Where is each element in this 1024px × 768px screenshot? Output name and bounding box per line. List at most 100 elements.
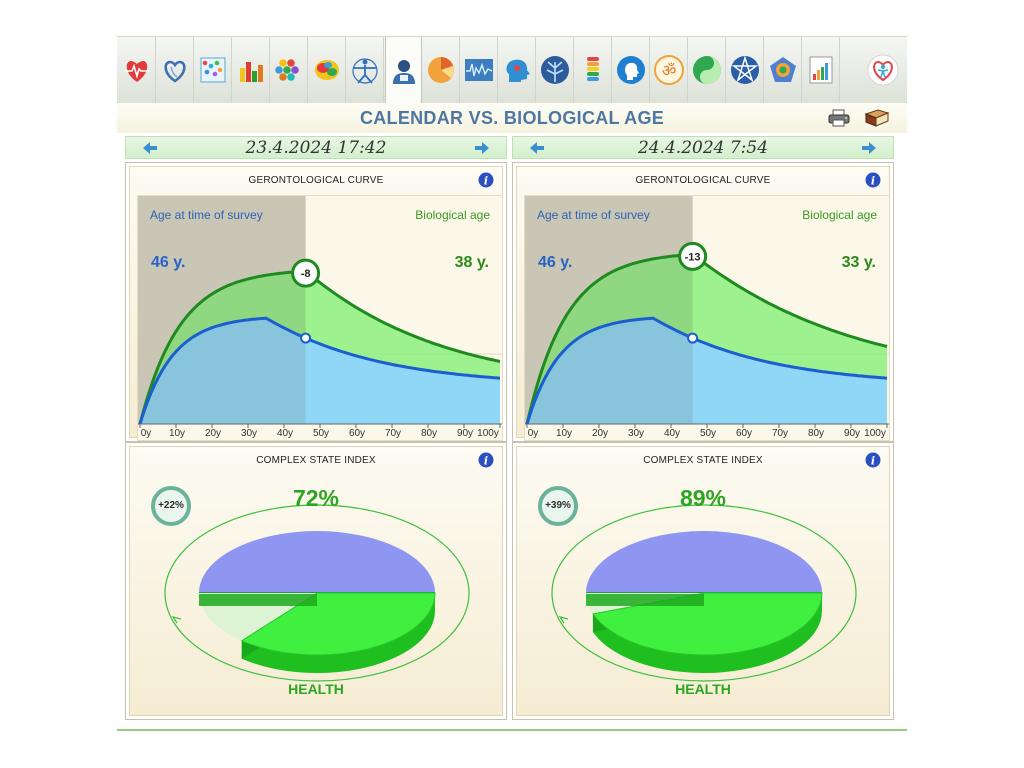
- module-tab-bar-columns[interactable]: [233, 37, 270, 103]
- module-toolbar: ॐ: [117, 36, 907, 104]
- x-tick-label: 0y: [528, 428, 539, 439]
- arrow-left-icon[interactable]: [142, 141, 158, 155]
- left-date: 23.4.2024 17:42: [245, 138, 387, 158]
- module-tab-vitruvian-man[interactable]: [347, 37, 384, 103]
- info-icon[interactable]: i: [478, 452, 494, 468]
- module-tab-brain-map[interactable]: [309, 37, 346, 103]
- index-delta-badge: +22%: [150, 485, 192, 527]
- pie-slice-health: [592, 592, 823, 656]
- pie-slice-back: [586, 531, 822, 593]
- pie-slice-health-depth: [241, 593, 435, 673]
- module-tab-hexagons[interactable]: [271, 37, 308, 103]
- age-delta-bubble: [678, 241, 708, 271]
- health-label: HEALTH: [288, 681, 344, 697]
- info-icon[interactable]: i: [865, 172, 881, 188]
- module-tab-heart-ecg[interactable]: [119, 37, 156, 103]
- x-tick-label: 90y: [844, 428, 860, 439]
- arrow-right-icon[interactable]: [474, 141, 490, 155]
- info-icon[interactable]: i: [478, 172, 494, 188]
- pie-band: [586, 594, 704, 606]
- gerontological-chart-svg: 0y 10y 20y 30y 40y 50y 60y 70y 80y 90y 100y -8: [138, 196, 502, 439]
- gerontological-curve-panel-left: GERONTOLOGICAL CURVE i 0y 10y 20y 30y 40y 50y…: [125, 162, 507, 442]
- heart-outline-icon: [164, 60, 186, 83]
- x-tick-label: 80y: [421, 428, 437, 439]
- module-tab-pentagram[interactable]: [727, 37, 764, 103]
- module-tab-head-profile[interactable]: [499, 37, 536, 103]
- module-tab-face-profile[interactable]: [613, 37, 650, 103]
- x-tick-label: 50y: [313, 428, 329, 439]
- survey-overlay: [525, 196, 693, 424]
- outer-ring: [164, 504, 470, 682]
- neural-tree-icon: [541, 56, 569, 84]
- app-window: ॐ CALENDAR VS. BIOLOGICAL AGE: [117, 36, 907, 732]
- x-tick-label: 10y: [169, 428, 185, 439]
- x-tick-label: 60y: [736, 428, 752, 439]
- module-tab-cells-grid[interactable]: [195, 37, 232, 103]
- left-date-bar: 23.4.2024 17:42: [125, 136, 507, 159]
- module-tab-pentagon-chakra[interactable]: [765, 37, 802, 103]
- info-icon[interactable]: i: [865, 452, 881, 468]
- complex-index-pie-svg: [164, 504, 470, 682]
- svg-text:i: i: [484, 175, 488, 188]
- x-tick-label: 20y: [205, 428, 221, 439]
- ring-arrow: [171, 616, 182, 624]
- x-tick-label: 30y: [241, 428, 257, 439]
- x-tick-label: 30y: [628, 428, 644, 439]
- svg-text:i: i: [871, 455, 875, 468]
- survey-age-area: [140, 318, 500, 424]
- survey-age-label: Age at time of survey: [150, 208, 263, 222]
- survey-age-value: 46 y.: [151, 254, 186, 271]
- ring-arrow: [558, 616, 569, 624]
- module-tab-om-symbol[interactable]: ॐ: [651, 37, 688, 103]
- index-delta: +22%: [158, 500, 184, 511]
- print-button[interactable]: [827, 109, 851, 127]
- book-button[interactable]: [864, 108, 890, 128]
- module-tab-waveform[interactable]: [461, 37, 498, 103]
- heart-ecg-icon: [125, 61, 149, 82]
- age-delta-value: -13: [685, 251, 701, 263]
- svg-text:i: i: [871, 175, 875, 188]
- x-tick-label: 60y: [349, 428, 365, 439]
- survey-age-area: [527, 318, 887, 424]
- module-tab-spine[interactable]: [575, 37, 612, 103]
- gerontological-chart-svg: 0y 10y 20y 30y 40y 50y 60y 70y 80y 90y 100y -13: [525, 196, 889, 439]
- health-label: HEALTH: [675, 681, 731, 697]
- gerontological-chart: 0y 10y 20y 30y 40y 50y 60y 70y 80y 90y 100y -13 Age…: [524, 195, 890, 441]
- outer-ring: [551, 504, 857, 682]
- report-chart-icon: [809, 56, 833, 84]
- panel-title: COMPLEX STATE INDEX: [256, 455, 376, 466]
- delta-ring-icon: [538, 486, 578, 526]
- arrow-left-icon[interactable]: [529, 141, 545, 155]
- pie-chart-icon: [428, 57, 454, 83]
- brain-map-icon: [315, 60, 339, 80]
- cells-grid-icon: [200, 57, 226, 83]
- module-tab-heart-outline[interactable]: [157, 37, 194, 103]
- gerontological-curve-panel-right: GERONTOLOGICAL CURVE i 0y 10y 20y 30y 40y 50y…: [512, 162, 894, 442]
- panel-title: GERONTOLOGICAL CURVE: [635, 175, 771, 186]
- complex-state-index-panel-left: COMPLEX STATE INDEX i +22% 72% HEALTH: [125, 442, 507, 720]
- index-delta: +39%: [545, 500, 571, 511]
- help-tab[interactable]: [859, 37, 907, 103]
- biological-age-line: [138, 269, 501, 425]
- x-tick-label: 10y: [556, 428, 572, 439]
- pie-slice-health: [240, 592, 436, 656]
- module-tab-report-chart[interactable]: [803, 37, 840, 103]
- module-tab-person-user[interactable]: [385, 37, 422, 104]
- complex-state-index-panel-right: COMPLEX STATE INDEX i +39% 89% HEALTH: [512, 442, 894, 720]
- age-delta-bubble: [291, 258, 321, 288]
- biological-age-label: Biological age: [802, 208, 877, 222]
- x-tick-label: 70y: [385, 428, 401, 439]
- title-bar: CALENDAR VS. BIOLOGICAL AGE: [117, 103, 907, 133]
- svg-text:i: i: [484, 455, 488, 468]
- svg-text:ॐ: ॐ: [662, 61, 677, 80]
- module-tab-pie-chart[interactable]: [423, 37, 460, 103]
- pie-slice-back: [199, 531, 435, 593]
- survey-age-value: 46 y.: [538, 254, 573, 271]
- waveform-icon: [465, 59, 493, 81]
- survey-age-line: [138, 316, 501, 425]
- module-tab-neural-tree[interactable]: [537, 37, 574, 103]
- module-tab-yin-yang[interactable]: [689, 37, 726, 103]
- arrow-right-icon[interactable]: [861, 141, 877, 155]
- gerontological-chart: 0y 10y 20y 30y 40y 50y 60y 70y 80y 90y 100y -8 Age …: [137, 195, 503, 441]
- pie-slice-health-depth: [592, 593, 822, 673]
